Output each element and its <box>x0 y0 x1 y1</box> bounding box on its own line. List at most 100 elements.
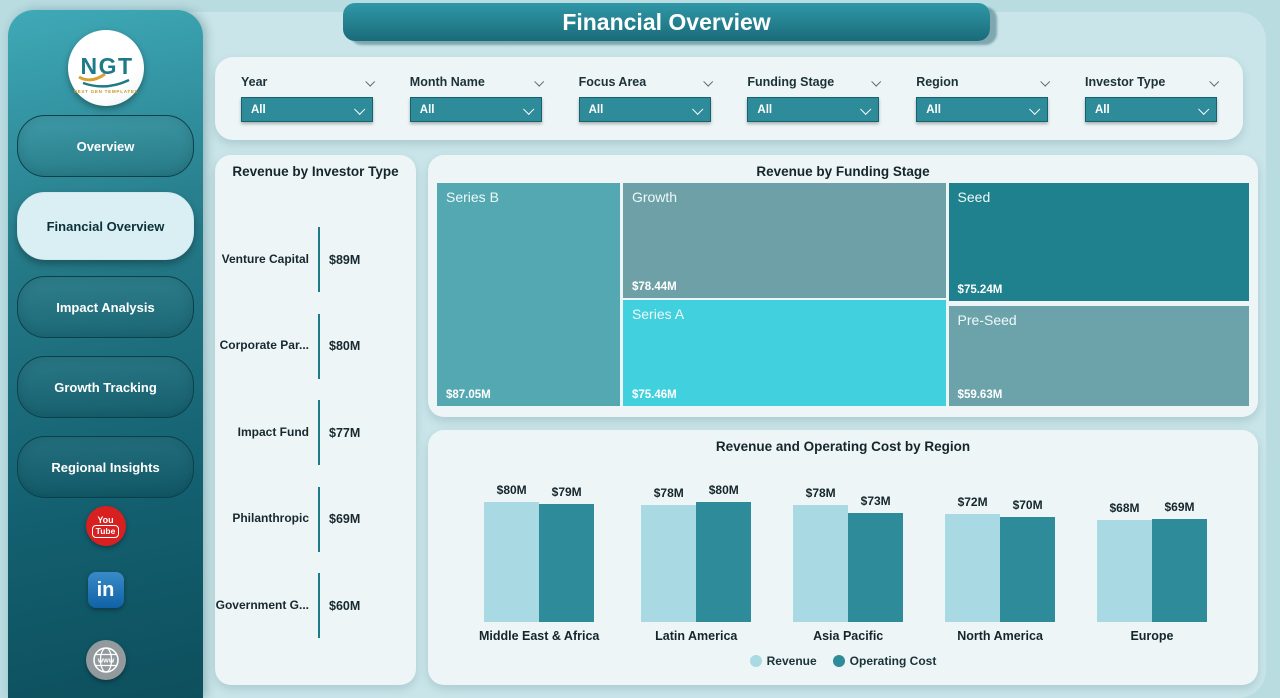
bar-revenue[interactable]: $78M <box>641 486 697 622</box>
chevron-down-icon[interactable] <box>534 76 544 87</box>
filter-dropdown[interactable]: All <box>409 97 542 122</box>
chevron-down-icon <box>860 103 872 115</box>
treemap-tile-value: $75.24M <box>957 284 1003 297</box>
filter-focus-area: Focus Area All <box>578 75 713 122</box>
investor-value: $89M <box>329 252 361 267</box>
legend-item-operating-cost[interactable]: Operating Cost <box>832 654 936 668</box>
chevron-down-icon[interactable] <box>1209 76 1220 87</box>
treemap-tile-pre-seed[interactable]: Pre-Seed $59.63M <box>948 305 1249 406</box>
bar-group-europe: $68M $69M Europe <box>1096 500 1207 646</box>
globe-graphic: www <box>92 647 119 673</box>
filter-dropdown[interactable]: All <box>747 97 880 122</box>
filter-dropdown[interactable]: All <box>916 97 1049 122</box>
chevron-down-icon <box>691 103 703 115</box>
investor-label: Impact Fund <box>237 424 309 439</box>
bar-rect <box>848 512 904 622</box>
sidebar-item-growth-tracking[interactable]: Growth Tracking <box>17 356 194 418</box>
category-label: Latin America <box>655 629 738 643</box>
bar-rect <box>1096 520 1152 622</box>
treemap-tile-series-b[interactable]: Series B $87.05M <box>437 183 621 406</box>
legend-label: Revenue <box>766 654 817 668</box>
investor-row-philanthropic[interactable]: Philanthropic $69M <box>215 486 416 552</box>
filter-dropdown[interactable]: All <box>578 97 711 122</box>
sidebar-item-regional-insights[interactable]: Regional Insights <box>17 436 194 498</box>
bar-value-label: $80M <box>708 483 739 497</box>
filter-month-name: Month Name All <box>409 75 544 122</box>
investor-row-venture-capital[interactable]: Venture Capital $89M <box>215 227 416 292</box>
chevron-down-icon[interactable] <box>871 76 882 87</box>
chevron-down-icon <box>1029 103 1041 115</box>
filter-header: Investor Type <box>1085 75 1220 89</box>
legend-item-revenue[interactable]: Revenue <box>749 654 817 668</box>
legend-dot-icon <box>749 655 762 667</box>
bar-pair: $68M $69M <box>1096 500 1207 622</box>
youtube-icon[interactable]: You Tube <box>85 506 126 546</box>
bar-group-asia-pacific: $78M $73M Asia Pacific <box>793 486 904 645</box>
treemap-tile-series-a[interactable]: Series A $75.46M <box>622 300 946 406</box>
bar-chart-plot: $80M $79M Middle East & Africa $78M $80M Lati… <box>458 470 1228 645</box>
category-label: Europe <box>1130 629 1174 643</box>
linkedin-label: in <box>96 578 115 601</box>
divider-line <box>318 313 320 379</box>
page-title: Financial Overview <box>343 3 990 41</box>
investor-row-impact-fund[interactable]: Impact Fund $77M <box>215 400 416 465</box>
linkedin-icon[interactable]: in <box>87 572 124 608</box>
treemap-tile-label: Growth <box>631 189 678 205</box>
treemap-tile-label: Seed <box>957 189 991 205</box>
treemap-tile-label: Series B <box>446 189 499 205</box>
investor-row-corporate-par[interactable]: Corporate Par... $80M <box>215 313 416 379</box>
filter-bar: Year All Month Name All Focus Area All Funding… <box>215 57 1243 140</box>
bar-operating-cost[interactable]: $70M <box>1000 498 1056 622</box>
bar-pair: $80M $79M <box>484 483 595 622</box>
chevron-down-icon[interactable] <box>1040 76 1051 87</box>
filter-header: Focus Area <box>578 75 713 89</box>
sidebar-item-financial-overview[interactable]: Financial Overview <box>17 192 194 260</box>
treemap-tile-growth[interactable]: Growth $78.44M <box>622 183 946 299</box>
treemap-tile-label: Series A <box>631 306 685 323</box>
bar-operating-cost[interactable]: $79M <box>539 485 595 622</box>
bar-rect <box>484 502 540 622</box>
sidebar: NGT NEXT GEN TEMPLATES Overview Financial… <box>8 10 203 698</box>
treemap-tile-value: $59.63M <box>957 388 1003 401</box>
bar-revenue[interactable]: $68M <box>1096 501 1152 622</box>
treemap-tile-label: Pre-Seed <box>957 311 1017 328</box>
bar-chart-title: Revenue and Operating Cost by Region <box>715 439 971 454</box>
bar-group-north-america: $72M $70M North America <box>945 495 1056 645</box>
filter-value: All <box>251 103 266 116</box>
filter-header: Month Name <box>410 75 544 89</box>
revenue-operating-cost-panel: Revenue and Operating Cost by Region $80… <box>428 430 1258 685</box>
investor-row-government-g[interactable]: Government G... $60M <box>215 573 416 638</box>
bar-value-label: $72M <box>957 495 988 509</box>
investor-list: Venture Capital $89M Corporate Par... $80M I… <box>215 227 416 660</box>
bar-rect <box>641 505 697 622</box>
bar-group-middle-east-africa: $80M $79M Middle East & Africa <box>479 483 599 645</box>
chevron-down-icon[interactable] <box>702 76 713 87</box>
investor-label: Corporate Par... <box>219 338 309 353</box>
treemap-tile-value: $78.44M <box>631 281 677 294</box>
treemap-tile-seed[interactable]: Seed $75.24M <box>948 183 1249 302</box>
bar-revenue[interactable]: $80M <box>484 483 540 622</box>
bar-value-label: $80M <box>496 483 527 497</box>
sidebar-item-overview[interactable]: Overview <box>17 115 194 177</box>
filter-region: Region All <box>916 75 1051 122</box>
chevron-down-icon[interactable] <box>365 76 376 87</box>
filter-label: Year <box>241 75 268 89</box>
filter-dropdown[interactable]: All <box>241 97 373 122</box>
divider-line <box>318 573 320 638</box>
bar-revenue[interactable]: $72M <box>945 495 1001 622</box>
svg-text:NEXT GEN TEMPLATES: NEXT GEN TEMPLATES <box>73 89 138 94</box>
filter-label: Focus Area <box>578 75 647 89</box>
filter-label: Funding Stage <box>747 75 835 89</box>
bar-operating-cost[interactable]: $69M <box>1151 500 1207 622</box>
website-globe-icon[interactable]: www <box>85 640 126 680</box>
sidebar-item-impact-analysis[interactable]: Impact Analysis <box>17 276 194 338</box>
filter-dropdown[interactable]: All <box>1084 97 1217 122</box>
bar-operating-cost[interactable]: $73M <box>848 494 904 622</box>
filter-header: Region <box>916 75 1051 89</box>
filter-funding-stage: Funding Stage All <box>747 75 882 122</box>
bar-operating-cost[interactable]: $80M <box>696 483 752 622</box>
svg-text:NGT: NGT <box>80 53 133 79</box>
bar-revenue[interactable]: $78M <box>793 486 849 622</box>
youtube-label-top: You <box>97 514 114 525</box>
chevron-down-icon <box>354 103 366 115</box>
